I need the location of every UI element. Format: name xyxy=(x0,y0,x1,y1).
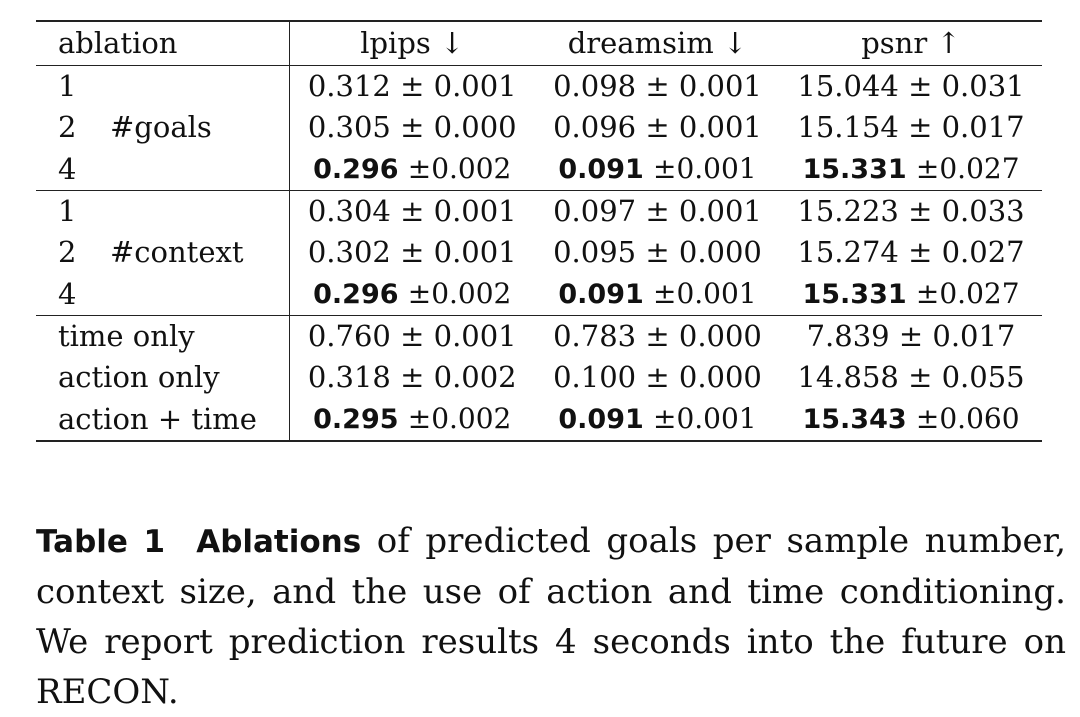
ablation-cell: action only xyxy=(36,357,290,398)
best-value: 0.091 xyxy=(558,154,644,185)
psnr-cell: 15.343 ±0.060 xyxy=(780,398,1042,442)
row-index: 1 xyxy=(58,194,77,228)
table-row: time only 0.760 ± 0.001 0.783 ± 0.000 7.… xyxy=(36,315,1042,357)
std-value: ±0.001 xyxy=(653,402,757,435)
row-label: #context xyxy=(110,235,244,269)
dreamsim-cell: 0.091 ±0.001 xyxy=(535,273,780,316)
table-row: 2 #goals 0.305 ± 0.000 0.096 ± 0.001 15.1… xyxy=(36,107,1042,148)
header-psnr: psnr ↑ xyxy=(780,20,1042,66)
psnr-cell: 15.274 ± 0.027 xyxy=(797,235,1025,269)
dreamsim-cell: 0.095 ± 0.000 xyxy=(553,235,762,269)
caption-lead: Ablations xyxy=(196,524,362,560)
lpips-cell: 0.296 ±0.002 xyxy=(289,273,535,316)
table-row: 2 #context 0.302 ± 0.001 0.095 ± 0.000 15… xyxy=(36,232,1042,273)
psnr-cell: 15.044 ± 0.031 xyxy=(797,69,1025,103)
lpips-cell: 0.760 ± 0.001 xyxy=(307,319,517,353)
caption-text: of predicted goals per sample number, co… xyxy=(36,521,1066,712)
best-value: 15.331 xyxy=(802,154,907,185)
best-value: 0.091 xyxy=(558,404,644,435)
ablation-cell: 4 xyxy=(36,148,290,191)
row-index: 1 xyxy=(58,69,77,103)
lpips-cell: 0.312 ± 0.001 xyxy=(307,69,517,103)
ablation-cell: 2 #goals xyxy=(36,107,290,148)
row-index: 4 xyxy=(58,276,77,311)
std-value: ±0.027 xyxy=(915,152,1020,185)
best-value: 15.343 xyxy=(802,404,907,435)
dreamsim-cell: 0.097 ± 0.001 xyxy=(553,194,762,228)
lpips-cell: 0.302 ± 0.001 xyxy=(307,235,517,269)
header-lpips: lpips ↓ xyxy=(289,20,535,66)
ablation-cell: 2 #context xyxy=(36,232,290,273)
std-value: ±0.002 xyxy=(407,152,512,185)
lpips-cell: 0.304 ± 0.001 xyxy=(307,194,517,228)
dreamsim-cell: 0.091 ±0.001 xyxy=(535,398,780,442)
header-row: ablation lpips ↓ dreamsim ↓ psnr ↑ xyxy=(36,20,1042,66)
table-row: 4 0.296 ±0.002 0.091 ±0.001 15.331 ±0.02… xyxy=(36,273,1042,316)
ablation-cell: 1 xyxy=(36,65,290,107)
table-row: 1 0.312 ± 0.001 0.098 ± 0.001 15.044 ± 0… xyxy=(36,65,1042,107)
header-ablation: ablation xyxy=(36,20,290,66)
psnr-cell: 15.223 ± 0.033 xyxy=(797,194,1025,228)
psnr-cell: 15.331 ±0.027 xyxy=(780,148,1042,191)
table-row: action + time 0.295 ±0.002 0.091 ±0.001 … xyxy=(36,398,1042,442)
lpips-cell: 0.305 ± 0.000 xyxy=(307,110,517,144)
std-value: ±0.001 xyxy=(653,152,757,185)
std-value: ±0.001 xyxy=(653,277,757,310)
dreamsim-cell: 0.098 ± 0.001 xyxy=(553,69,762,103)
ablation-cell: time only xyxy=(36,315,290,357)
psnr-cell: 15.331 ±0.027 xyxy=(780,273,1042,316)
ablation-cell: 4 xyxy=(36,273,290,316)
row-label: #goals xyxy=(110,110,212,144)
best-value: 15.331 xyxy=(802,279,907,310)
header-dreamsim: dreamsim ↓ xyxy=(535,20,780,66)
table-row: 1 0.304 ± 0.001 0.097 ± 0.001 15.223 ± 0… xyxy=(36,190,1042,232)
lpips-cell: 0.296 ±0.002 xyxy=(289,148,535,191)
table-caption: Table 1 Ablations of predicted goals per… xyxy=(36,516,1066,717)
std-value: ±0.027 xyxy=(915,277,1020,310)
table-row: action only 0.318 ± 0.002 0.100 ± 0.000 … xyxy=(36,357,1042,398)
std-value: ±0.002 xyxy=(407,402,512,435)
caption-label: Table 1 xyxy=(36,524,166,560)
psnr-cell: 14.858 ± 0.055 xyxy=(797,360,1025,394)
best-value: 0.296 xyxy=(313,154,399,185)
dreamsim-cell: 0.100 ± 0.000 xyxy=(553,360,762,394)
best-value: 0.295 xyxy=(313,404,399,435)
row-index: 4 xyxy=(58,151,77,186)
lpips-cell: 0.295 ±0.002 xyxy=(289,398,535,442)
dreamsim-cell: 0.096 ± 0.001 xyxy=(553,110,762,144)
std-value: ±0.060 xyxy=(915,402,1020,435)
dreamsim-cell: 0.783 ± 0.000 xyxy=(553,319,762,353)
ablation-table: ablation lpips ↓ dreamsim ↓ psnr ↑ 1 0.3… xyxy=(36,20,1042,442)
best-value: 0.091 xyxy=(558,279,644,310)
psnr-cell: 7.839 ± 0.017 xyxy=(806,319,1016,353)
lpips-cell: 0.318 ± 0.002 xyxy=(307,360,517,394)
best-value: 0.296 xyxy=(313,279,399,310)
table-row: 4 0.296 ±0.002 0.091 ±0.001 15.331 ±0.02… xyxy=(36,148,1042,191)
ablation-cell: action + time xyxy=(36,398,290,442)
dreamsim-cell: 0.091 ±0.001 xyxy=(535,148,780,191)
ablation-cell: 1 xyxy=(36,190,290,232)
psnr-cell: 15.154 ± 0.017 xyxy=(797,110,1025,144)
row-index: 2 xyxy=(58,110,77,144)
row-index: 2 xyxy=(58,235,77,269)
std-value: ±0.002 xyxy=(407,277,512,310)
